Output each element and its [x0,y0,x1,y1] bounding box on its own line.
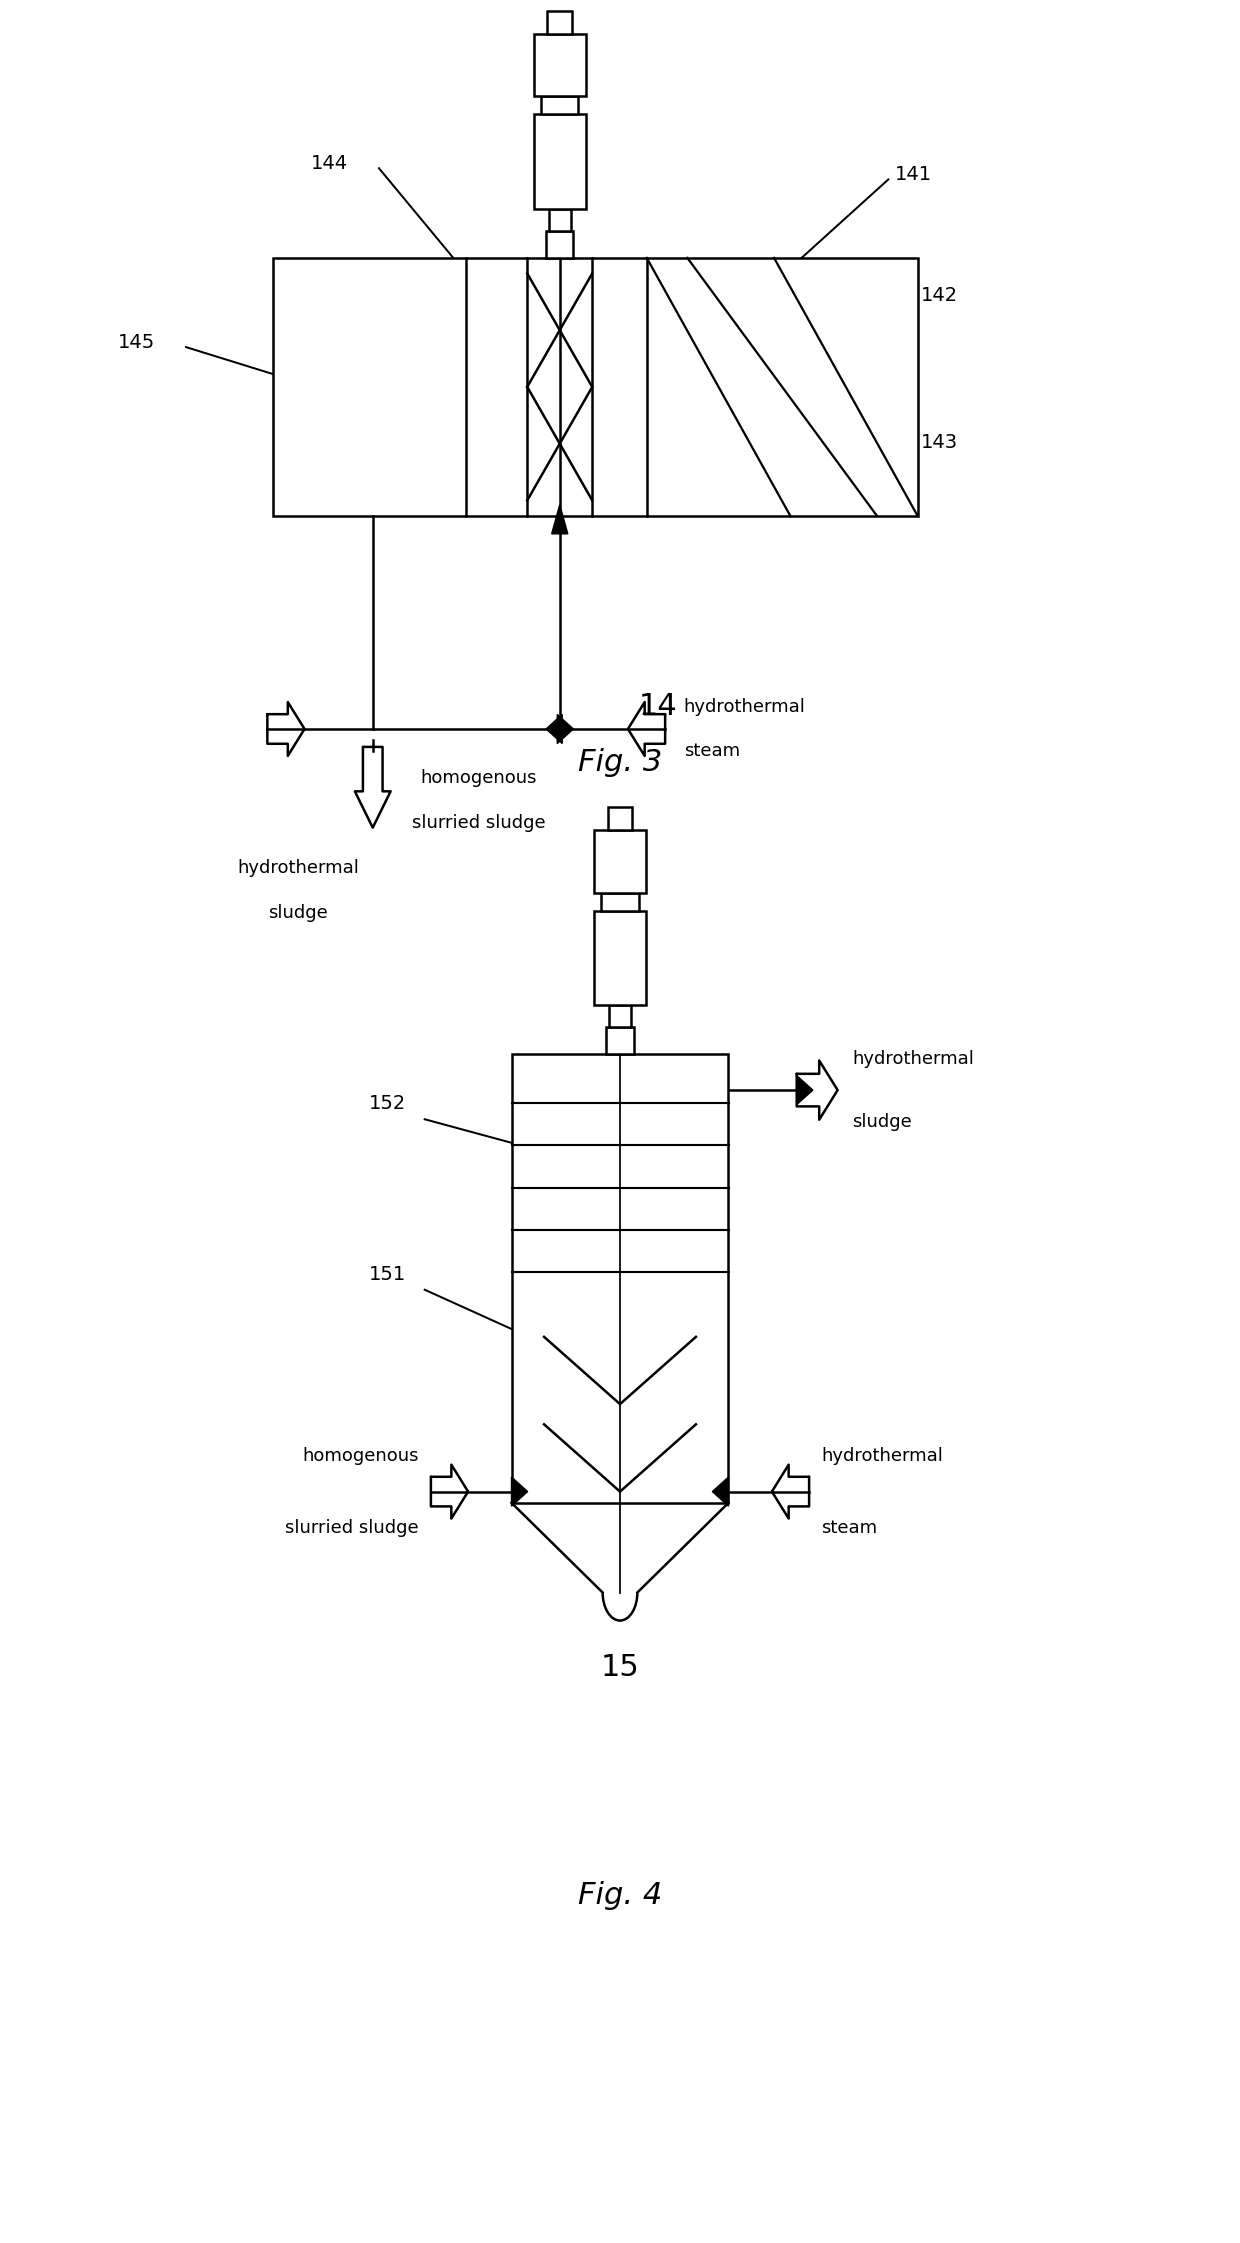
Text: homogenous: homogenous [420,769,537,787]
Text: hydrothermal: hydrothermal [237,859,360,877]
Bar [594,911,646,1005]
Text: hydrothermal: hydrothermal [821,1447,944,1465]
Polygon shape [557,713,573,742]
Text: Fig. 3: Fig. 3 [578,749,662,776]
Polygon shape [546,713,562,742]
Polygon shape [552,505,568,534]
Text: steam: steam [821,1519,878,1536]
Bar [533,114,585,209]
Text: 145: 145 [118,334,155,352]
Bar [511,1054,728,1503]
Bar [548,209,570,231]
Text: 152: 152 [370,1095,407,1113]
Polygon shape [797,1077,813,1104]
Text: hydrothermal: hydrothermal [853,1050,975,1068]
Text: sludge: sludge [853,1113,913,1130]
Text: 15: 15 [600,1653,640,1682]
Text: 143: 143 [921,433,959,453]
Text: slurried sludge: slurried sludge [412,814,546,832]
Text: 142: 142 [921,285,959,305]
Text: steam: steam [683,742,740,760]
Polygon shape [712,1476,729,1507]
Bar [608,807,632,830]
Text: 14: 14 [639,693,677,720]
Text: 141: 141 [894,166,931,184]
Bar [547,11,572,34]
Bar [594,830,646,893]
Bar [546,231,573,258]
Text: slurried sludge: slurried sludge [285,1519,418,1536]
Text: hydrothermal: hydrothermal [683,698,806,716]
Polygon shape [511,1476,528,1507]
Bar [609,1005,631,1027]
Text: sludge: sludge [269,904,329,922]
Bar [606,1027,634,1054]
Text: 151: 151 [370,1265,407,1283]
Text: homogenous: homogenous [303,1447,418,1465]
Bar [533,34,585,96]
Bar [541,96,578,114]
Text: Fig. 4: Fig. 4 [578,1882,662,1909]
Bar [273,258,918,516]
Text: 144: 144 [311,155,348,173]
Bar [601,893,639,911]
